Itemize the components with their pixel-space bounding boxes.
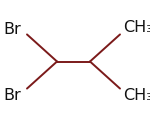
Text: CH₃: CH₃: [123, 88, 150, 103]
Text: Br: Br: [3, 22, 21, 37]
Text: Br: Br: [3, 88, 21, 103]
Text: CH₃: CH₃: [123, 20, 150, 35]
